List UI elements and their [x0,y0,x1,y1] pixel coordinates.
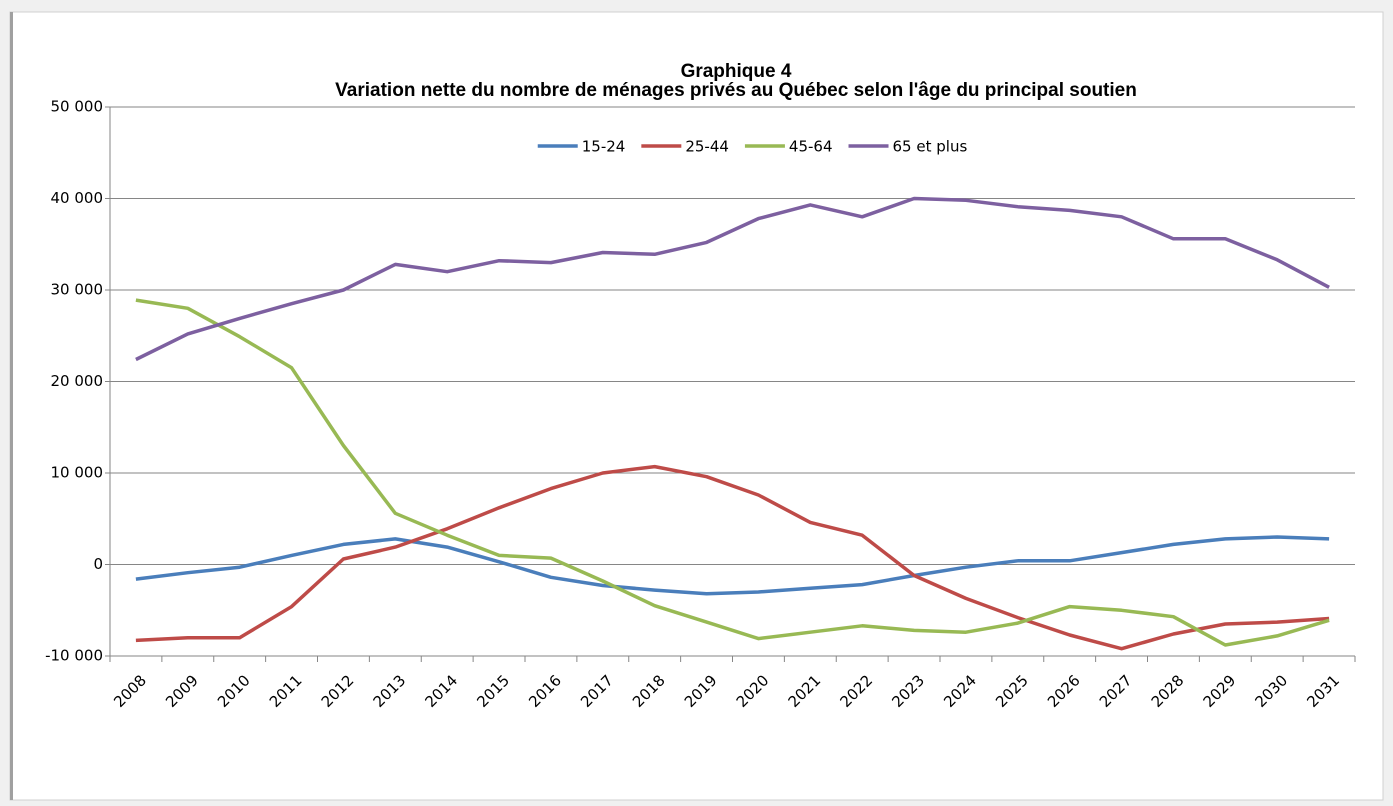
y-tick-label: 40 000 [51,189,104,207]
legend-label: 25-44 [685,138,729,156]
y-tick-label: 20 000 [51,372,104,390]
legend: 15-24 25-44 45-64 65 et plus [537,138,968,156]
y-tick-label: 50 000 [51,98,104,116]
y-tick-label: 10 000 [51,464,104,482]
panel-border [10,12,13,800]
y-tick-label: 0 [93,555,103,573]
y-tick-label: -10 000 [45,647,103,665]
chart-panel [9,11,1384,801]
chart-title: Graphique 4 [681,61,792,82]
series-line [135,535,1330,596]
legend-label: 45-64 [789,138,833,156]
series-line [135,464,1330,651]
chart-subtitle: Variation nette du nombre de ménages pri… [335,80,1137,101]
series-line [135,298,1330,647]
y-tick-label: 30 000 [51,281,104,299]
legend-label: 15-24 [582,138,626,156]
series-line [135,196,1330,362]
legend-label: 65 et plus [893,138,968,156]
